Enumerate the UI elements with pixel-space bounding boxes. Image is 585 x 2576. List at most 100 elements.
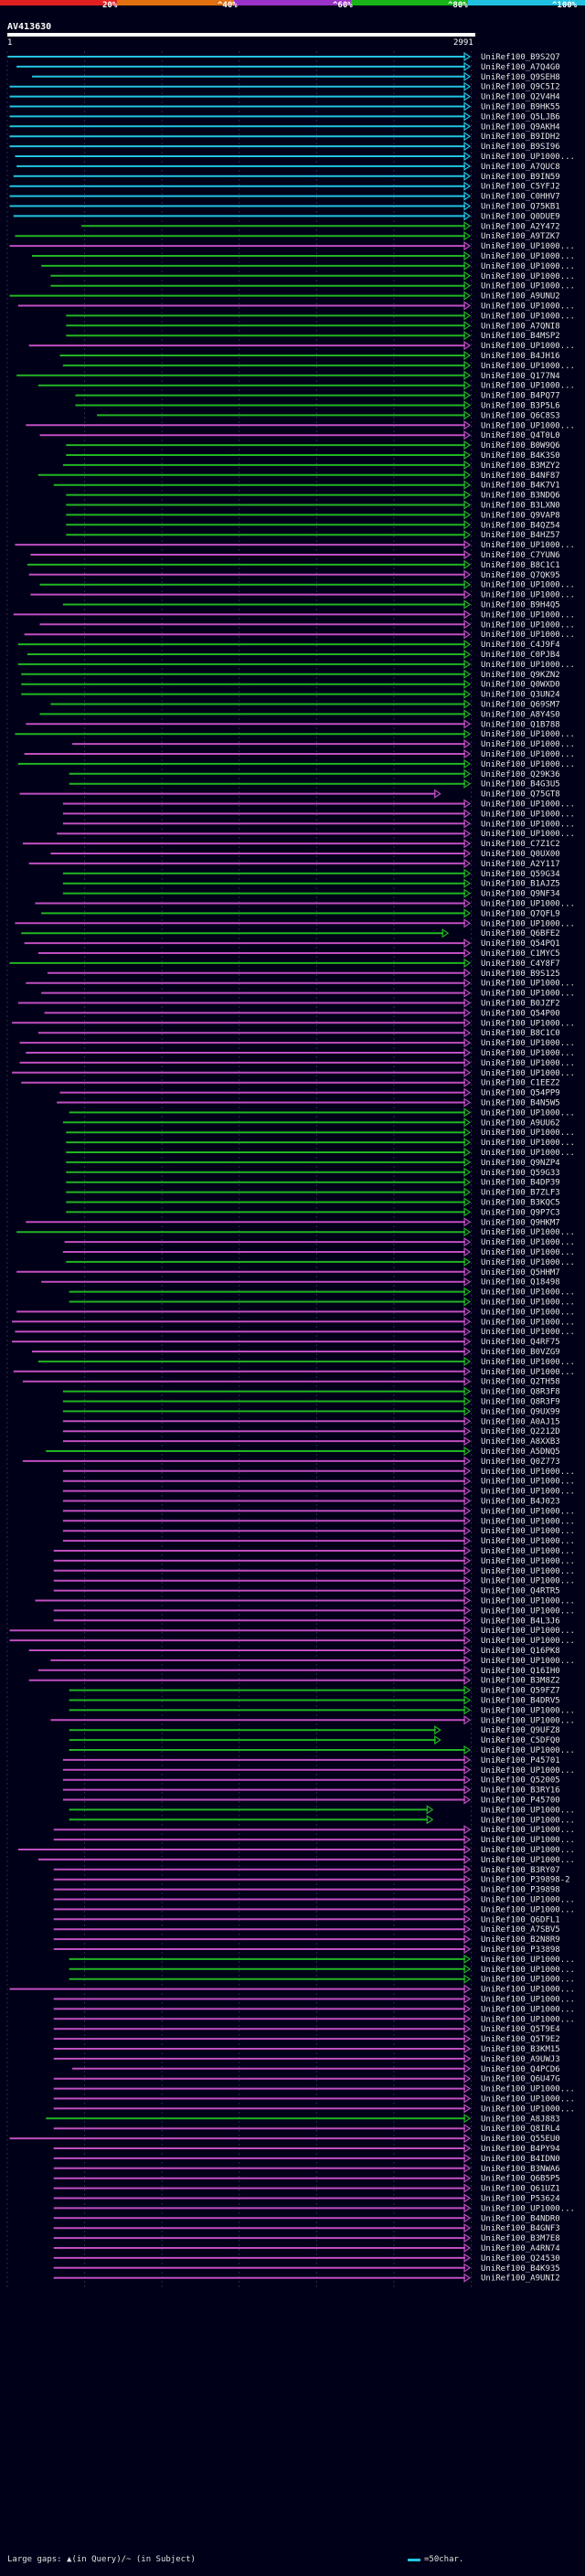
hit-row[interactable]: UniRef100_A9TZK7 <box>15 231 560 241</box>
hit-row[interactable]: UniRef100_UP1000... <box>41 260 575 271</box>
hit-label[interactable]: UniRef100_Q9UFZ8 <box>481 1726 560 1735</box>
hit-row[interactable]: UniRef100_Q59FZ7 <box>69 1685 560 1696</box>
hit-label[interactable]: UniRef100_UP1000... <box>481 1368 575 1377</box>
hit-label[interactable]: UniRef100_C5YFJ2 <box>481 183 560 192</box>
hit-row[interactable]: UniRef100_B3KM15 <box>53 2043 560 2054</box>
hit-row[interactable]: UniRef100_B3RY07 <box>53 1864 560 1875</box>
hit-row[interactable]: UniRef100_Q177N4 <box>16 370 560 381</box>
hit-row[interactable]: UniRef100_UP1000... <box>9 1626 575 1636</box>
hit-label[interactable]: UniRef100_A8J883 <box>481 2115 560 2124</box>
hit-label[interactable]: UniRef100_UP1000... <box>481 591 575 600</box>
hit-row[interactable]: UniRef100_Q9NF34 <box>62 888 560 899</box>
hit-row[interactable]: UniRef100_Q8IRL4 <box>53 2124 560 2134</box>
hit-label[interactable]: UniRef100_Q2TH58 <box>481 1378 560 1387</box>
hit-row[interactable]: UniRef100_UP1000... <box>64 1236 575 1247</box>
hit-row[interactable]: UniRef100_B3KQC5 <box>66 1197 560 1208</box>
hit-label[interactable]: UniRef100_Q59G33 <box>481 1169 560 1178</box>
hit-label[interactable]: UniRef100_UP1000... <box>481 1956 575 1965</box>
hit-row[interactable]: UniRef100_Q4RF75 <box>12 1336 560 1347</box>
hit-label[interactable]: UniRef100_UP1000... <box>481 1766 575 1776</box>
hit-label[interactable]: UniRef100_UP1000... <box>481 1806 575 1815</box>
hit-label[interactable]: UniRef100_A0AJ15 <box>481 1417 560 1426</box>
hit-row[interactable]: UniRef100_UP1000... <box>66 1256 575 1267</box>
hit-row[interactable]: UniRef100_UP1000... <box>69 1287 575 1298</box>
hit-row[interactable]: UniRef100_C0HHV7 <box>9 191 560 202</box>
hit-label[interactable]: UniRef100_B9SI96 <box>481 143 560 152</box>
hit-row[interactable]: UniRef100_UP1000... <box>16 1307 575 1317</box>
hit-label[interactable]: UniRef100_UP1000... <box>481 1986 575 1995</box>
hit-label[interactable]: UniRef100_UP1000... <box>481 1299 575 1308</box>
hit-row[interactable]: UniRef100_UP1000... <box>69 1974 575 1985</box>
hit-label[interactable]: UniRef100_A9UNI2 <box>481 2274 560 2284</box>
hit-row[interactable]: UniRef100_P45701 <box>62 1754 560 1765</box>
hit-label[interactable]: UniRef100_Q9VAP8 <box>481 511 560 520</box>
hit-label[interactable]: UniRef100_UP1000... <box>481 1228 575 1237</box>
hit-row[interactable]: UniRef100_UP1000... <box>39 620 575 630</box>
hit-row[interactable]: UniRef100_B4N5W5 <box>57 1097 560 1108</box>
hit-label[interactable]: UniRef100_Q4RF75 <box>481 1338 560 1347</box>
hit-row[interactable]: UniRef100_Q1B788 <box>26 719 560 729</box>
hit-label[interactable]: UniRef100_B4GNF3 <box>481 2224 560 2233</box>
hit-label[interactable]: UniRef100_UP1000... <box>481 830 575 839</box>
hit-label[interactable]: UniRef100_UP1000... <box>481 1478 575 1487</box>
hit-label[interactable]: UniRef100_P33898 <box>481 1945 560 1955</box>
hit-label[interactable]: UniRef100_B0VZG9 <box>481 1348 560 1357</box>
hit-label[interactable]: UniRef100_B4DP39 <box>481 1179 560 1188</box>
hit-label[interactable]: UniRef100_Q75GT8 <box>481 790 560 800</box>
hit-row[interactable]: UniRef100_B4MSP2 <box>66 331 560 341</box>
hit-row[interactable]: UniRef100_UP1000... <box>69 1744 575 1755</box>
hit-row[interactable]: UniRef100_UP1000... <box>17 301 575 312</box>
hit-row[interactable]: UniRef100_A8XXB3 <box>62 1436 560 1447</box>
hit-row[interactable]: UniRef100_C5DFQ0 <box>69 1734 560 1745</box>
hit-label[interactable]: UniRef100_Q16IH0 <box>481 1667 560 1676</box>
hit-label[interactable]: UniRef100_Q9NF34 <box>481 890 560 899</box>
hit-label[interactable]: UniRef100_B3NWA6 <box>481 2165 560 2174</box>
hit-label[interactable]: UniRef100_Q0DUE9 <box>481 212 560 221</box>
hit-row[interactable]: UniRef100_UP1000... <box>53 2083 575 2094</box>
hit-row[interactable]: UniRef100_UP1000... <box>69 1108 575 1118</box>
hit-row[interactable]: UniRef100_B4K7V1 <box>53 480 560 491</box>
hit-label[interactable]: UniRef100_B4JH16 <box>481 352 560 361</box>
hit-row[interactable]: UniRef100_UP1000... <box>37 1854 575 1865</box>
hit-row[interactable]: UniRef100_UP1000... <box>62 799 575 810</box>
hit-row[interactable]: UniRef100_UP1000... <box>62 1476 575 1487</box>
hit-label[interactable]: UniRef100_B4IDN0 <box>481 2155 560 2164</box>
hit-label[interactable]: UniRef100_Q69SM7 <box>481 701 560 710</box>
hit-row[interactable]: UniRef100_UP1000... <box>66 311 575 321</box>
hit-row[interactable]: UniRef100_Q0Z773 <box>22 1456 560 1467</box>
hit-label[interactable]: UniRef100_B3P5L6 <box>481 402 560 411</box>
hit-label[interactable]: UniRef100_UP1000... <box>481 1318 575 1327</box>
hit-label[interactable]: UniRef100_C0PJB4 <box>481 651 560 660</box>
hit-row[interactable]: UniRef100_Q9UX99 <box>62 1406 560 1416</box>
hit-label[interactable]: UniRef100_Q0WXD0 <box>481 681 560 690</box>
hit-label[interactable]: UniRef100_B4QZ54 <box>481 521 560 530</box>
hit-row[interactable]: UniRef100_Q55EU0 <box>9 2133 560 2144</box>
hit-row[interactable]: UniRef100_UP1000... <box>19 1037 575 1048</box>
hit-row[interactable]: UniRef100_B9IDH2 <box>9 132 560 142</box>
hit-label[interactable]: UniRef100_UP1000... <box>481 2095 575 2104</box>
hit-row[interactable]: UniRef100_B9S125 <box>47 968 560 979</box>
hit-row[interactable]: UniRef100_A9UU62 <box>62 1118 560 1128</box>
hit-row[interactable]: UniRef100_B4J023 <box>62 1496 560 1507</box>
hit-label[interactable]: UniRef100_C5DFQ0 <box>481 1736 560 1745</box>
hit-label[interactable]: UniRef100_Q9C5I2 <box>481 83 560 92</box>
hit-label[interactable]: UniRef100_B3RY16 <box>481 1786 560 1796</box>
hit-row[interactable]: UniRef100_UP1000... <box>53 2004 575 2014</box>
hit-label[interactable]: UniRef100_A9TZK7 <box>481 232 560 241</box>
hit-label[interactable]: UniRef100_UP1000... <box>481 282 575 292</box>
hit-row[interactable]: UniRef100_UP1000... <box>57 829 575 839</box>
hit-row[interactable]: UniRef100_Q9P7C3 <box>66 1207 560 1217</box>
hit-row[interactable]: UniRef100_P45700 <box>62 1795 560 1806</box>
hit-label[interactable]: UniRef100_UP1000... <box>481 1706 575 1715</box>
hit-label[interactable]: UniRef100_Q24530 <box>481 2254 560 2263</box>
hit-label[interactable]: UniRef100_UP1000... <box>481 2015 575 2024</box>
hit-label[interactable]: UniRef100_UP1000... <box>481 541 575 550</box>
hit-label[interactable]: UniRef100_Q8R3F9 <box>481 1398 560 1407</box>
hit-label[interactable]: UniRef100_B3M7E8 <box>481 2234 560 2243</box>
hit-row[interactable]: UniRef100_UP1000... <box>12 1317 575 1327</box>
hit-label[interactable]: UniRef100_C1EEZ2 <box>481 1079 560 1088</box>
hit-row[interactable]: UniRef100_UP1000... <box>17 758 575 769</box>
hit-label[interactable]: UniRef100_UP1000... <box>481 1976 575 1985</box>
hit-label[interactable]: UniRef100_UP1000... <box>481 262 575 271</box>
hit-row[interactable]: UniRef100_B4K3S0 <box>66 450 560 461</box>
